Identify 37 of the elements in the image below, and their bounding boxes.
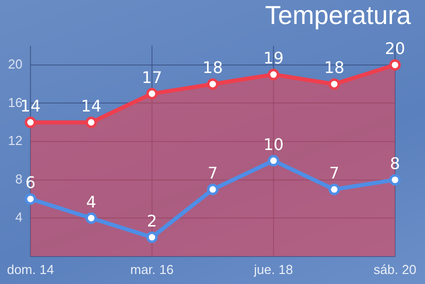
data-label: 7 [329, 164, 340, 183]
data-label: 17 [142, 68, 162, 87]
data-label: 4 [86, 192, 96, 212]
x-tick-label: sáb. 20 [374, 262, 416, 277]
point [389, 59, 401, 71]
point [389, 174, 401, 186]
point [146, 232, 158, 244]
point [24, 116, 36, 128]
y-tick-label: 8 [15, 171, 22, 186]
y-tick-label: 20 [8, 56, 22, 72]
point [85, 116, 97, 128]
point [85, 212, 97, 224]
point [328, 184, 340, 196]
point [206, 184, 218, 196]
x-tick-label: mar. 16 [130, 262, 174, 277]
data-label: 8 [390, 154, 400, 173]
data-label: 14 [81, 96, 102, 116]
data-label: 6 [25, 173, 36, 192]
point [24, 193, 36, 205]
y-tick-label: 16 [8, 94, 22, 110]
y-tick-label: 12 [8, 133, 22, 148]
x-tick-label: dom. 14 [6, 262, 54, 277]
point [268, 154, 280, 166]
data-label: 18 [202, 58, 223, 78]
data-label: 7 [208, 164, 218, 183]
chart-title: Temperatura [265, 0, 411, 30]
data-label: 10 [263, 134, 284, 154]
data-label: 19 [263, 48, 284, 68]
y-tick-label: 4 [15, 210, 22, 225]
data-label: 18 [324, 58, 344, 78]
x-tick-label: jue. 18 [252, 262, 294, 277]
data-label: 2 [146, 211, 158, 230]
point [146, 88, 158, 100]
point [328, 78, 340, 90]
data-label: 20 [384, 39, 406, 58]
point [206, 78, 218, 90]
point [268, 68, 280, 80]
